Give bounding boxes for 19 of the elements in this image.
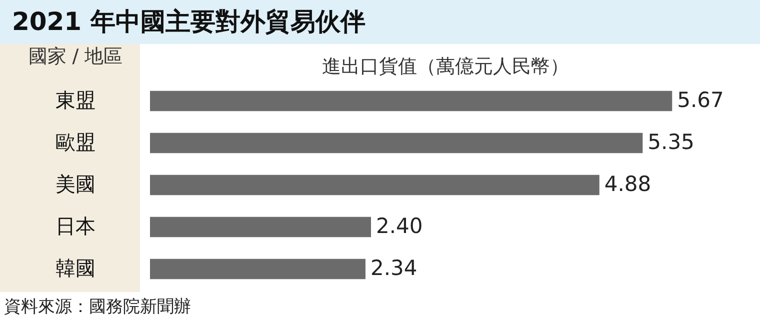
data-label: 2.40 — [376, 214, 423, 238]
bar — [150, 174, 600, 196]
source-note: 資料來源：國務院新聞辦 — [3, 296, 192, 319]
data-label: 5.35 — [648, 130, 694, 154]
data-label: 4.88 — [604, 172, 652, 196]
data-label: 2.34 — [370, 256, 418, 280]
y-tick-label: 日本 — [56, 214, 96, 238]
bar — [150, 90, 672, 112]
y-tick-label: 歐盟 — [56, 130, 96, 154]
bar — [150, 216, 372, 238]
bar — [150, 132, 643, 154]
y-tick-label: 美國 — [56, 172, 96, 196]
data-label: 5.67 — [677, 88, 724, 112]
chart-title: 2021 年中國主要對外貿易伙伴 — [0, 0, 760, 44]
y-tick-label: 東盟 — [56, 88, 96, 112]
bar — [150, 258, 366, 280]
x-axis-title: 進出口貨值（萬億元人民幣） — [322, 56, 569, 78]
y-tick-label: 韓國 — [56, 256, 96, 280]
y-axis-title: 國家 / 地區 — [28, 46, 123, 68]
